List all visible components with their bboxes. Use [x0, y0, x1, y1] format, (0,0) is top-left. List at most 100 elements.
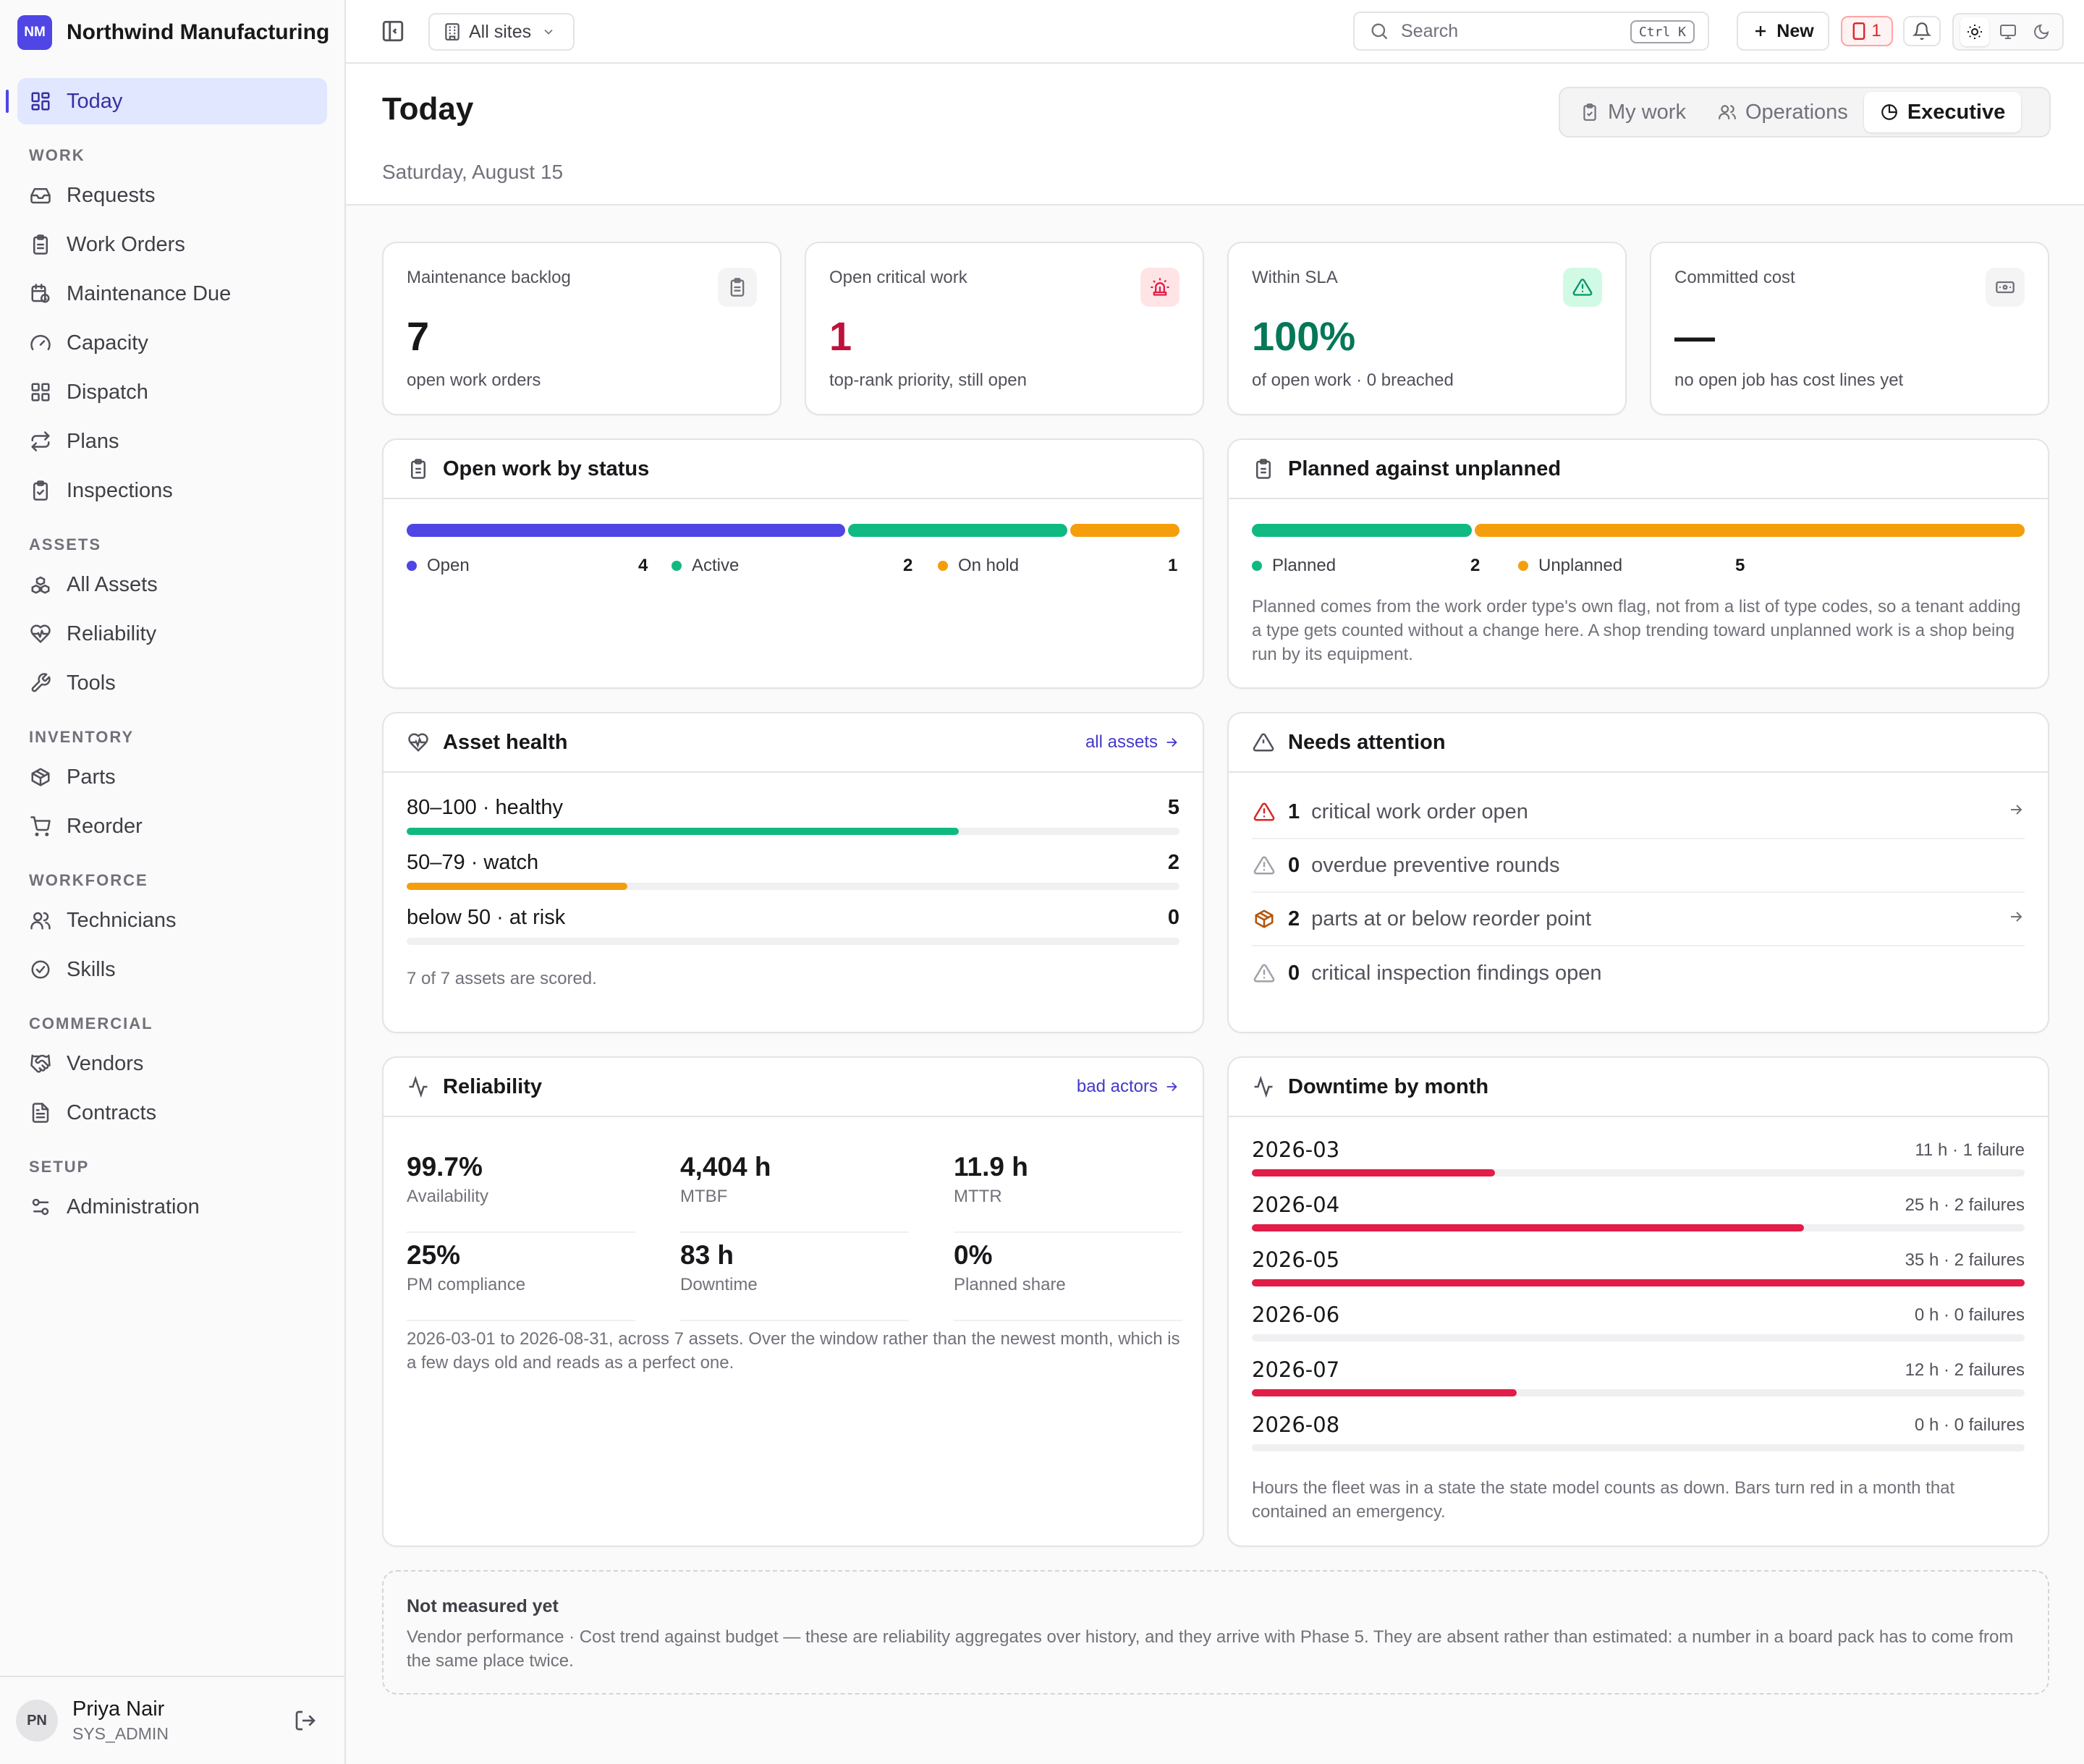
sidebar-item-tools[interactable]: Tools [17, 660, 327, 706]
downtime-month: 2026-05 [1252, 1247, 1340, 1272]
sidebar-item-inspections[interactable]: Inspections [17, 467, 327, 514]
sidebar-item-skills[interactable]: Skills [17, 946, 327, 993]
sidebar-item-technicians[interactable]: Technicians [17, 897, 327, 944]
legend-value: 4 [638, 556, 648, 575]
brand[interactable]: NM Northwind Manufacturing [17, 14, 329, 51]
clipboard-icon [718, 268, 757, 307]
brand-name: Northwind Manufacturing [67, 20, 330, 44]
stat-subtitle: open work orders [407, 370, 541, 390]
legend-item-planned: Planned [1252, 556, 1336, 576]
card-header: Downtime by month [1229, 1058, 2048, 1117]
bad-actors-link[interactable]: bad actors [1077, 1077, 1179, 1097]
sidebar-item-parts[interactable]: Parts [17, 754, 327, 800]
moon-icon[interactable] [2027, 17, 2056, 46]
sidebar-item-work-orders[interactable]: Work Orders [17, 221, 327, 268]
grid-icon [29, 381, 52, 404]
clipboard-icon [1252, 457, 1275, 480]
metric-value: 25% [407, 1240, 461, 1270]
attention-row[interactable]: 1 critical work order open [1252, 786, 2025, 839]
sidebar-item-requests[interactable]: Requests [17, 172, 327, 219]
all-assets-link[interactable]: all assets [1085, 732, 1179, 752]
sidebar-item-label: Tools [67, 671, 116, 695]
sidebar-item-vendors[interactable]: Vendors [17, 1040, 327, 1087]
metric-value: 11.9 h [954, 1152, 1028, 1182]
metric-value: 4,404 h [680, 1152, 771, 1182]
sidebar-item-label: Contracts [67, 1101, 157, 1124]
not-measured-title: Not measured yet [407, 1596, 559, 1616]
sidebar-item-all-assets[interactable]: All Assets [17, 561, 327, 608]
sidebar-item-label: Today [67, 89, 123, 113]
repeat-icon [29, 430, 52, 453]
arrow-right-icon[interactable] [2007, 800, 2025, 824]
arrow-right-icon[interactable] [2007, 907, 2025, 931]
downtime-summary: 35 h · 2 failures [1905, 1250, 2025, 1270]
card-title: Open work by status [443, 457, 650, 480]
card-title: Downtime by month [1288, 1074, 1489, 1098]
sliders-icon [29, 1195, 52, 1218]
chevron-down-icon [544, 29, 553, 35]
sidebar-item-reorder[interactable]: Reorder [17, 803, 327, 849]
sidebar-item-reliability[interactable]: Reliability [17, 611, 327, 657]
metric-label: MTBF [680, 1187, 728, 1206]
avatar[interactable]: PN [16, 1700, 58, 1742]
tab-operations[interactable]: Operations [1702, 92, 1864, 132]
stat-value: 7 [407, 313, 430, 359]
activity-icon [407, 1075, 430, 1098]
tab-executive[interactable]: Executive [1863, 92, 2022, 132]
card-header: Planned against unplanned [1229, 440, 2048, 499]
new-button[interactable]: New [1737, 12, 1829, 51]
tab-my-work[interactable]: My work [1564, 92, 1702, 132]
search-input[interactable]: Search Ctrl K [1353, 12, 1709, 51]
metric-label: Planned share [954, 1275, 1066, 1294]
alert-triangle-icon [1252, 800, 1276, 824]
sidebar-item-label: Capacity [67, 331, 148, 355]
handshake-icon [29, 1052, 52, 1075]
site-selector[interactable]: All sites [428, 13, 575, 51]
legend-dot [672, 561, 682, 571]
critical-alerts-button[interactable]: 1 [1841, 16, 1893, 46]
sidebar-item-maintenance-due[interactable]: Maintenance Due [17, 271, 327, 317]
legend-dot [1518, 561, 1528, 571]
sidebar-item-plans[interactable]: Plans [17, 418, 327, 465]
sidebar-item-label: Reorder [67, 814, 143, 838]
clipboard-check-icon [29, 479, 52, 502]
reliability-card: Reliability bad actors 99.7% Availability… [382, 1056, 1204, 1547]
sidebar-item-administration[interactable]: Administration [17, 1184, 327, 1230]
health-band-count: 5 [1167, 796, 1179, 819]
attention-count: 2 [1288, 907, 1300, 930]
downtime-summary: 0 h · 0 failures [1914, 1415, 2025, 1435]
metric-value: 0% [954, 1240, 993, 1270]
user-role: SYS_ADMIN [72, 1724, 169, 1743]
sun-icon[interactable] [1960, 17, 1989, 46]
legend-label: Planned [1272, 556, 1337, 575]
legend-item-open: Open [407, 556, 470, 576]
sidebar-item-label: Parts [67, 765, 116, 789]
page-title: Today [382, 91, 474, 127]
attention-row[interactable]: 2 parts at or below reorder point [1252, 893, 2025, 946]
package-icon [1252, 907, 1276, 931]
stat-card-maintenance-backlog: Maintenance backlog 7 open work orders [382, 242, 782, 415]
theme-switcher [1952, 13, 2064, 51]
nav-section-workforce: WORKFORCE [29, 871, 148, 889]
sidebar-item-today[interactable]: Today [6, 78, 327, 124]
card-header: Asset health all assets [384, 713, 1203, 773]
sidebar-item-dispatch[interactable]: Dispatch [17, 369, 327, 415]
notifications-button[interactable] [1903, 16, 1941, 46]
arrow-right-icon [1166, 737, 1177, 747]
stat-value: 1 [829, 313, 852, 359]
sidebar-item-contracts[interactable]: Contracts [17, 1090, 327, 1136]
sidebar-toggle-icon[interactable] [381, 19, 405, 43]
segmented-bar [407, 524, 1179, 537]
downtime-track [1252, 1444, 2025, 1451]
logout-icon[interactable] [294, 1709, 317, 1732]
nav-section-commercial: COMMERCIAL [29, 1014, 153, 1032]
sidebar-item-capacity[interactable]: Capacity [17, 320, 327, 366]
metric-label: MTTR [954, 1187, 1002, 1206]
legend-label: Open [427, 556, 470, 575]
nav-section-setup: SETUP [29, 1158, 90, 1176]
view-switcher: My work Operations Executive [1559, 87, 2051, 137]
status-card: Open work by status Open 4 Active 2 On hold 1 [382, 438, 1204, 689]
legend-label: On hold [958, 556, 1020, 575]
gauge-icon [29, 331, 52, 355]
monitor-icon[interactable] [1994, 17, 2022, 46]
